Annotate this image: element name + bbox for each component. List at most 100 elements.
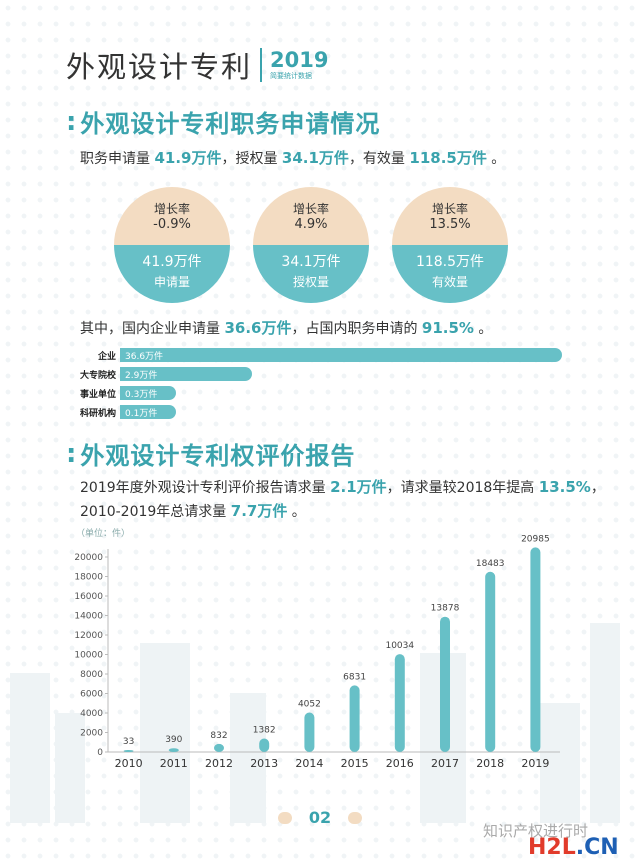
breakdown-row: 大专院校 2.9万件 [60,367,252,381]
report-value-total: 7.7万件 [230,502,288,520]
breakdown-label: 大专院校 [79,370,116,381]
y-tick-label: 4000 [80,709,103,719]
bar-value-label: 13878 [431,604,460,614]
section1-intro: 职务申请量 41.9万件，授权量 34.1万件，有效量 118.5万件 。 [80,147,505,168]
x-tick-label: 2010 [115,757,143,770]
x-tick-label: 2014 [295,757,323,770]
x-tick-label: 2011 [160,757,188,770]
y-tick-label: 18000 [74,573,103,583]
breakdown-label: 事业单位 [79,389,116,400]
breakdown-value: 2.9万件 [125,371,158,381]
domestic-text: 。 [478,321,493,337]
stat-name: 有效量 [431,275,468,289]
report-text: 2019年度外观设计专利评价报告请求量 [80,480,326,496]
section-title-text: 外观设计专利权评价报告 [80,442,356,470]
breakdown-label: 科研机构 [79,408,116,419]
intro-text: 职务申请量 [80,151,150,167]
breakdown-bar: 36.6万件 [120,348,562,362]
report-text: ， [590,480,605,496]
breakdown-row: 科研机构 0.1万件 [60,405,176,419]
section-title-text: 外观设计专利职务申请情况 [80,110,381,138]
bar-value-label: 390 [165,735,182,745]
section-bullet-icon: : [66,106,77,137]
x-tick-label: 2018 [476,757,504,770]
y-tick-label: 10000 [74,651,103,661]
growth-value: 4.9% [294,217,328,232]
intro-text: ，有效量 [348,151,405,167]
breakdown-label: 企业 [97,351,116,362]
domestic-text: 其中，国内企业申请量 [80,321,220,337]
stat-name: 申请量 [153,275,190,289]
site-logo: H2L.CN [528,835,619,860]
bar-value-label: 832 [210,731,227,741]
domestic-text: ，占国内职务申请的 [291,321,418,337]
header-divider [260,48,263,82]
section-title-1: : 外观设计专利职务申请情况 [66,104,380,139]
stat-name: 授权量 [292,275,329,289]
domestic-value-share: 91.5% [421,319,474,337]
bar-value-label: 6831 [343,672,366,682]
page-number-decoration [278,812,292,824]
y-tick-label: 12000 [74,631,103,641]
breakdown-value: 0.1万件 [125,409,158,419]
bar-value-label: 4052 [298,699,321,709]
y-tick-label: 2000 [80,729,103,739]
breakdown-bar: 0.1万件 [120,405,176,419]
bar-value-label: 33 [123,737,134,747]
page-header: 外观设计专利 2019 简要统计数据 [66,42,328,88]
breakdown-value: 0.3万件 [125,390,158,400]
y-tick-label: 20000 [74,553,103,563]
page-number: 02 [308,808,332,827]
watermark-text: 知识产权进行时 [483,822,589,840]
y-tick-label: 16000 [74,592,103,602]
page-title: 外观设计专利 [66,50,253,84]
section2-line2: 2010-2019年总请求量 7.7万件 。 [80,500,306,521]
breakdown-row: 事业单位 0.3万件 [60,386,176,400]
section1-domestic: 其中，国内企业申请量 36.6万件，占国内职务申请的 91.5% 。 [80,317,492,338]
stat-circle-valid: 增长率 13.5% 118.5万件 有效量 [392,187,508,303]
growth-label: 增长率 [431,202,468,216]
x-tick-label: 2013 [250,757,278,770]
intro-text: 。 [491,151,506,167]
stat-circle-grants: 增长率 4.9% 34.1万件 授权量 [253,187,369,303]
x-tick-label: 2019 [521,757,549,770]
x-tick-label: 2012 [205,757,233,770]
bar-2013 [259,738,270,752]
chart-unit-label: （单位：件） [76,527,130,539]
report-value-2019: 2.1万件 [330,478,387,496]
bar-2018 [485,571,496,752]
x-tick-label: 2017 [431,757,459,770]
growth-value: -0.9% [153,217,191,232]
growth-label: 增长率 [292,202,329,216]
header-year: 2019 [270,48,329,72]
report-value-growth: 13.5% [538,478,591,496]
page-number-decoration [348,812,362,824]
y-tick-label: 6000 [80,690,103,700]
stat-value: 118.5万件 [415,254,485,270]
y-tick-label: 8000 [80,670,103,680]
intro-value-applications: 41.9万件 [154,149,222,167]
breakdown-bar: 2.9万件 [120,367,252,381]
domestic-value-enterprise: 36.6万件 [224,319,292,337]
breakdown-value: 36.6万件 [125,352,164,362]
intro-text: ，授权量 [221,151,278,167]
growth-label: 增长率 [153,202,190,216]
report-text: 。 [291,504,306,520]
bar-2011 [168,748,179,752]
header-subtitle: 简要统计数据 [270,72,313,80]
bar-2010 [123,750,134,752]
site-logo-part: .CN [575,835,619,860]
bar-2016 [394,654,405,752]
stat-value: 34.1万件 [281,254,341,270]
intro-value-valid: 118.5万件 [409,149,487,167]
report-text: ，请求量较2018年提高 [386,480,535,496]
site-logo-part: H2L [528,835,576,860]
stat-circle-applications: 增长率 -0.9% 41.9万件 申请量 [114,187,230,303]
bar-2015 [349,685,360,752]
bar-2019 [530,547,541,752]
y-tick-label: 0 [97,748,103,758]
report-text: 2010-2019年总请求量 [80,504,227,520]
bar-value-label: 10034 [385,641,414,651]
bar-2017 [440,616,450,752]
bar-2014 [304,712,315,752]
